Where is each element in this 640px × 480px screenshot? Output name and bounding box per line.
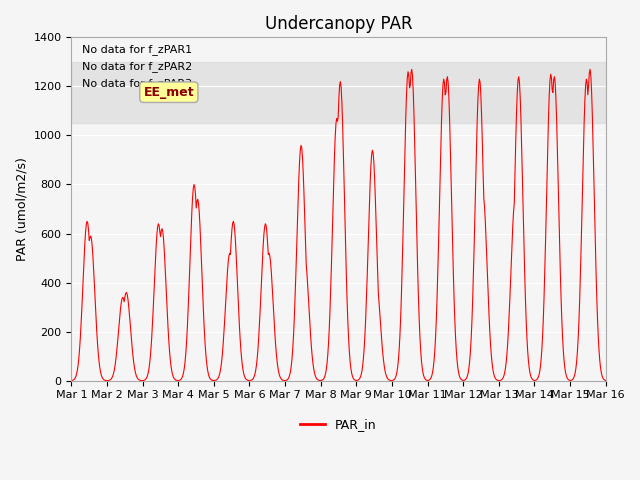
Text: EE_met: EE_met [143,86,194,99]
Text: No data for f_zPAR3: No data for f_zPAR3 [82,79,192,89]
Y-axis label: PAR (umol/m2/s): PAR (umol/m2/s) [15,157,28,261]
Text: No data for f_zPAR1: No data for f_zPAR1 [82,44,192,55]
Legend: PAR_in: PAR_in [295,413,382,436]
Text: No data for f_zPAR2: No data for f_zPAR2 [82,61,193,72]
Title: Undercanopy PAR: Undercanopy PAR [265,15,412,33]
Bar [72,62,605,123]
